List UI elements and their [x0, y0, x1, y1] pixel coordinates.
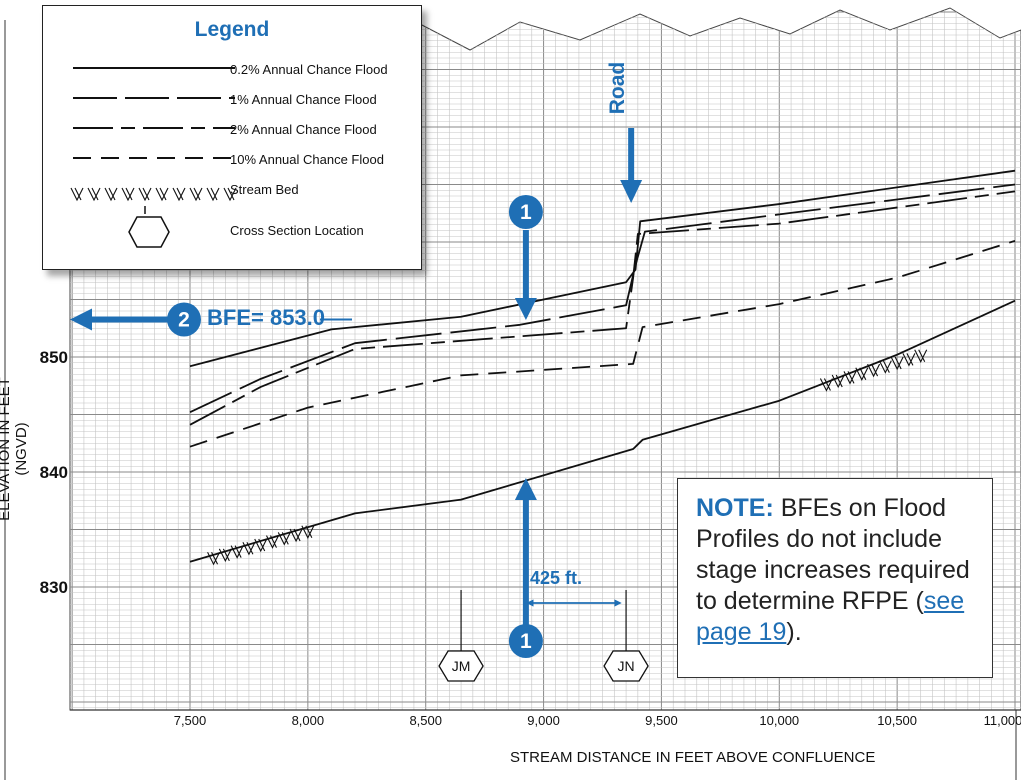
x-tick-label: 9,500 [645, 713, 678, 728]
stream-bed-hatch-mark [207, 551, 221, 566]
legend-item-label: 1% Annual Chance Flood [230, 92, 377, 107]
legend-item-label: Stream Bed [230, 182, 299, 197]
stream-bed-hatch-mark [223, 187, 237, 202]
x-tick-label: 7,500 [174, 713, 207, 728]
series-10pct-line [189, 239, 1016, 448]
marker-2-label: 2 [178, 309, 190, 332]
bfe-left-arrowhead [70, 308, 92, 331]
x-tick-label: 10,500 [877, 713, 917, 728]
stream-bed-hatch-mark [172, 187, 186, 202]
y-axis-title: ELEVATION IN FEET (NGVD) [0, 377, 30, 521]
legend-title: Legend [194, 18, 270, 41]
stream-bed-hatch-mark [87, 187, 101, 202]
stream-bed-hatch-mark [855, 367, 869, 381]
stream-bed-hatch-mark [121, 187, 135, 202]
station-up-arrowhead [514, 478, 537, 500]
x-tick-label: 8,500 [409, 713, 442, 728]
marker-1-circle [508, 195, 543, 229]
legend-item-label: 0.2% Annual Chance Flood [230, 62, 388, 77]
note-text: BFEs on Flood Profiles do not include st… [696, 494, 970, 615]
stream-bed-hatch-mark [831, 374, 845, 389]
legend-item-label: 10% Annual Chance Flood [230, 152, 384, 167]
note-heading: NOTE: [696, 494, 774, 522]
stream-bed-hatch-mark [819, 378, 833, 392]
stream-bed-hatch-mark [138, 187, 152, 202]
y-tick-label: 850 [40, 348, 68, 367]
stream-bed-hatch-mark [230, 545, 244, 559]
series-1pct-line [189, 183, 1016, 414]
cross-section-hexagon [603, 650, 649, 682]
stream-bed-hatch-mark [242, 542, 256, 556]
stream-bed-hatch-mark [218, 548, 232, 563]
stream-bed-hatch-mark [843, 371, 857, 385]
road-down-arrowhead [620, 180, 643, 203]
marker-1-label: 1 [520, 630, 532, 653]
see-page-link[interactable]: see page 19 [696, 587, 965, 646]
note-box: NOTE: BFEs on Flood Profiles do not incl… [677, 478, 993, 678]
stream-bed-hatch-mark [189, 187, 203, 202]
plot-area [189, 169, 1016, 566]
stream-bed-hatch-mark [902, 353, 916, 367]
stream-bed-hatch-mark [867, 363, 881, 378]
stream-bed-hatch-mark [914, 349, 928, 364]
x-tick-label: 9,000 [527, 713, 560, 728]
legend-swatches [70, 67, 237, 248]
note-text-end: ). [786, 618, 802, 646]
stream-bed-hatch-mark [266, 535, 279, 549]
x-tick-label: 10,000 [759, 713, 799, 728]
legend-swatch-hatch [70, 187, 237, 202]
x-tick-label: 8,000 [292, 713, 325, 728]
cross-section-hexagon [438, 650, 484, 682]
bfe-label: BFE= 853.0 [207, 305, 326, 330]
station-down-arrowhead [514, 298, 537, 320]
x-tick-label: 11,000 [984, 713, 1021, 728]
stream-bed-hatch-mark [301, 525, 315, 539]
legend-item-label: Cross Section Location [230, 223, 364, 238]
marker-1-label: 1 [520, 201, 532, 224]
y-tick-label: 830 [40, 578, 68, 597]
legend-swatch-hexagon [128, 206, 170, 248]
distance-label: 425 ft. [530, 568, 583, 588]
axes: 7,500 8,000 8,500 9,000 9,500 10,000 10,500 11,… [4, 20, 1021, 780]
stream-bed-line [189, 299, 1016, 563]
annotations: 1 1 2 [70, 128, 643, 658]
x-axis-title: STREAM DISTANCE IN FEET ABOVE CONFLUENCE [510, 749, 876, 766]
stream-bed-hatch-mark [104, 187, 118, 202]
road-label: Road [606, 61, 629, 115]
stream-bed-hatch-mark [277, 532, 291, 546]
cross-section-label: JM [452, 658, 471, 674]
stream-bed-hatch-mark [289, 528, 303, 543]
stream-bed-hatch-mark [70, 187, 84, 202]
legend-item-label: 2% Annual Chance Flood [230, 122, 377, 137]
stream-bed-hatch-mark [155, 187, 169, 202]
marker-2-circle [167, 302, 201, 337]
stream-bed-hatch-mark [206, 187, 220, 202]
series-2pct-line [189, 190, 1016, 426]
series-0-2pct-line [189, 169, 1016, 368]
y-tick-label: 840 [40, 463, 68, 482]
stream-bed-hatch-mark [878, 360, 892, 374]
marker-1-circle [508, 624, 543, 658]
cross-section-label: JN [618, 658, 635, 674]
legend: Legend 0.2% Annual Chance Flood 1% Annua… [42, 5, 422, 270]
stream-bed-hatch-mark [890, 356, 904, 371]
stream-bed-hatch-mark [254, 538, 268, 553]
